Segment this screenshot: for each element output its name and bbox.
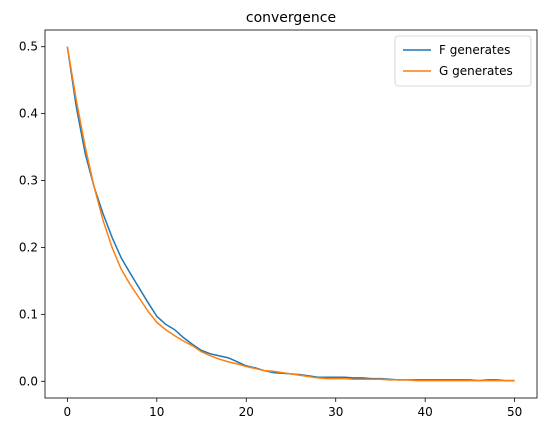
x-tick-label: 30 (328, 405, 343, 419)
y-axis: 0.0 0.1 0.2 0.3 0.4 0.5 (19, 40, 45, 388)
y-tick-label: 0.2 (19, 240, 38, 254)
y-tick-label: 0.3 (19, 174, 38, 188)
series-line-f-generates (66, 46, 515, 382)
legend-box (394, 35, 532, 87)
plot-frame (44, 29, 538, 399)
x-axis: 0 10 20 30 40 50 (64, 398, 522, 419)
y-tick-label: 0.0 (19, 374, 38, 388)
x-tick-label: 20 (239, 405, 254, 419)
series-layer (66, 46, 515, 382)
y-tick-label: 0.1 (19, 307, 38, 321)
legend-label: F generates (439, 43, 510, 57)
legend-label: G generates (439, 64, 513, 78)
x-tick-label: 50 (507, 405, 522, 419)
x-tick-label: 40 (418, 405, 433, 419)
y-tick-label: 0.5 (19, 40, 38, 54)
x-tick-label: 0 (64, 405, 72, 419)
chart-title: convergence (246, 10, 336, 26)
series-line-g-generates (66, 46, 515, 382)
y-tick-label: 0.4 (19, 107, 38, 121)
legend: F generates G generates (394, 35, 532, 87)
x-tick-label: 10 (149, 405, 164, 419)
